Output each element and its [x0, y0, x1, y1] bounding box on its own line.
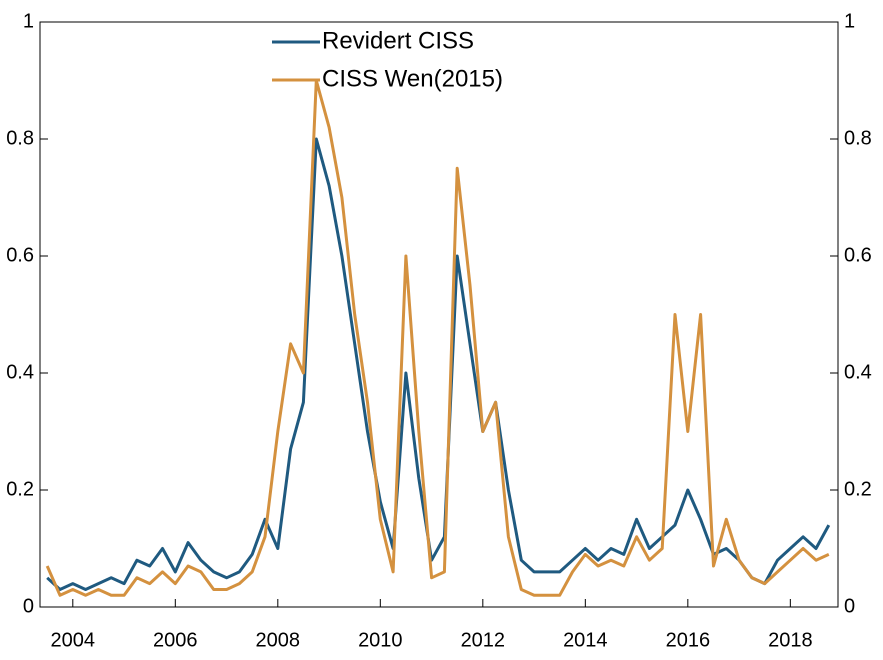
- x-tick-label: 2006: [153, 629, 198, 651]
- x-tick-label: 2008: [256, 629, 301, 651]
- x-tick-label: 2018: [768, 629, 813, 651]
- series-line: [45, 79, 830, 597]
- y2-tick-label: 0.6: [844, 244, 872, 266]
- y2-tick-label: 1: [844, 10, 855, 32]
- y-tick-label: 1: [23, 10, 34, 32]
- y-tick-label: 0.2: [6, 478, 34, 500]
- y-tick-label: 0.4: [6, 361, 34, 383]
- x-tick-label: 2016: [666, 629, 711, 651]
- y-tick-label: 0: [23, 595, 34, 617]
- y2-tick-label: 0.8: [844, 127, 872, 149]
- x-tick-label: 2004: [51, 629, 96, 651]
- y2-tick-label: 0.2: [844, 478, 872, 500]
- y-tick-label: 0.6: [6, 244, 34, 266]
- x-tick-label: 2010: [358, 629, 403, 651]
- plot-frame: [39, 21, 839, 608]
- y-tick-label: 0.8: [6, 127, 34, 149]
- legend-label: Revidert CISS: [322, 27, 474, 54]
- series-line: [46, 137, 831, 591]
- x-tick-label: 2012: [461, 629, 506, 651]
- y2-tick-label: 0.4: [844, 361, 872, 383]
- legend-label: CISS Wen(2015): [322, 65, 503, 92]
- y2-tick-label: 0: [844, 595, 855, 617]
- x-tick-label: 2014: [563, 629, 608, 651]
